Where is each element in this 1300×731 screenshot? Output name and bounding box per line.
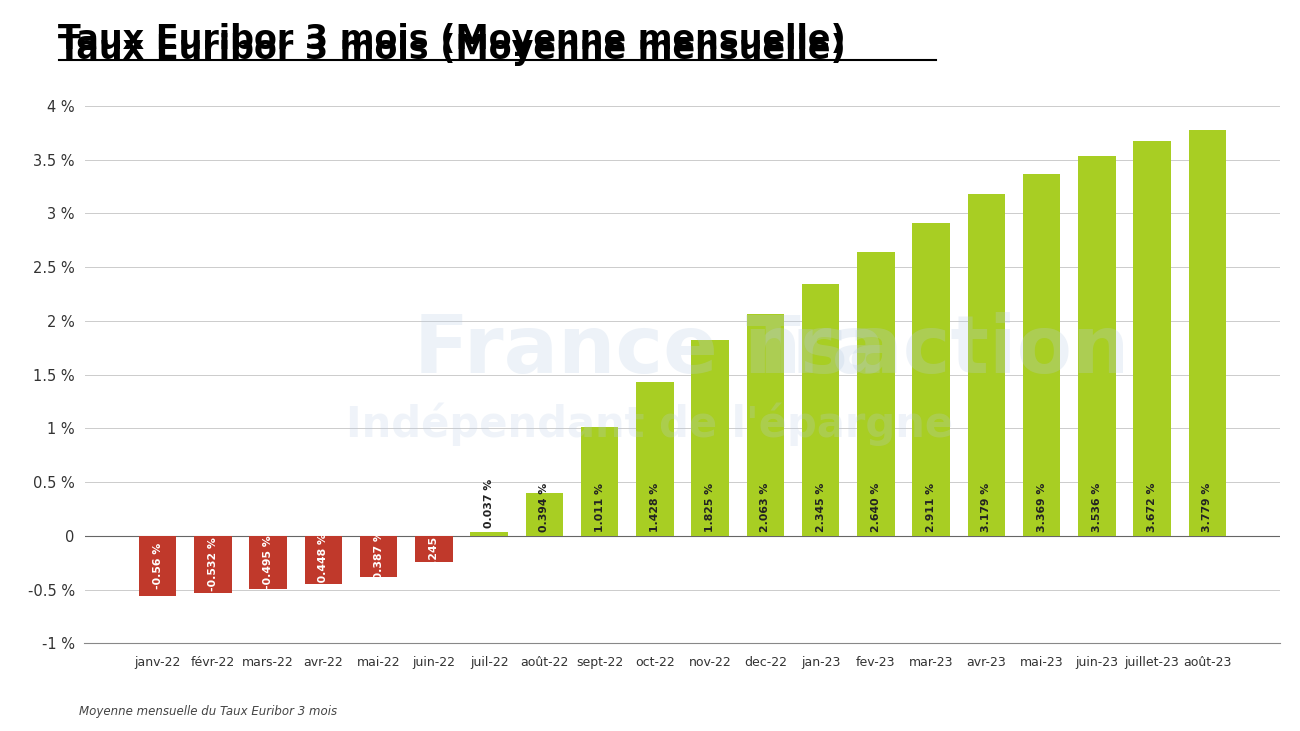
Bar [802,284,840,536]
Text: 0.394 %: 0.394 % [540,482,550,531]
Bar [692,340,729,536]
Text: 1.011 %: 1.011 % [594,482,604,531]
Bar [139,536,177,596]
Bar [746,314,784,536]
Bar [913,223,950,536]
Text: 3.536 %: 3.536 % [1092,482,1102,531]
Text: -0.495 %: -0.495 % [263,536,273,589]
Bar [415,536,452,562]
Text: -0.532 %: -0.532 % [208,537,218,591]
Bar [471,532,508,536]
Bar [360,536,398,577]
Bar [636,382,673,536]
Text: -0.448 %: -0.448 % [318,533,329,587]
Bar [1188,129,1226,536]
Bar [194,536,231,593]
Bar [250,536,287,589]
Text: Indépendant de l'épargne: Indépendant de l'épargne [346,402,954,446]
Text: 1.825 %: 1.825 % [705,482,715,531]
Text: France Tra: France Tra [413,312,887,390]
Text: -0.245 %: -0.245 % [429,522,439,576]
Bar [1134,141,1171,536]
Bar [1023,174,1061,536]
Text: 2.911 %: 2.911 % [926,482,936,531]
Text: 0.037 %: 0.037 % [484,478,494,528]
Text: Taux Euribor 3 mois (Moyenne mensuelle): Taux Euribor 3 mois (Moyenne mensuelle) [58,23,846,56]
Bar [304,536,342,584]
Bar [525,493,563,536]
Text: 2.345 %: 2.345 % [815,482,826,531]
Bar [967,194,1005,536]
Text: 1.428 %: 1.428 % [650,482,660,531]
Text: 2.063 %: 2.063 % [760,482,771,531]
Text: 3.369 %: 3.369 % [1036,482,1047,531]
Text: 2.640 %: 2.640 % [871,482,881,531]
Bar [857,252,894,536]
Bar [1078,156,1115,536]
Text: -0.56 %: -0.56 % [152,543,162,589]
Bar [581,427,619,536]
Text: Moyenne mensuelle du Taux Euribor 3 mois: Moyenne mensuelle du Taux Euribor 3 mois [78,705,337,718]
Text: 3.179 %: 3.179 % [982,482,992,531]
Text: -0.387 %: -0.387 % [373,530,384,583]
Text: nsaction: nsaction [742,312,1130,390]
Text: 3.779 %: 3.779 % [1202,482,1213,531]
Text: 3.672 %: 3.672 % [1147,482,1157,531]
Text: Taux Euribor 3 mois (Moyenne mensuelle): Taux Euribor 3 mois (Moyenne mensuelle) [58,33,846,66]
